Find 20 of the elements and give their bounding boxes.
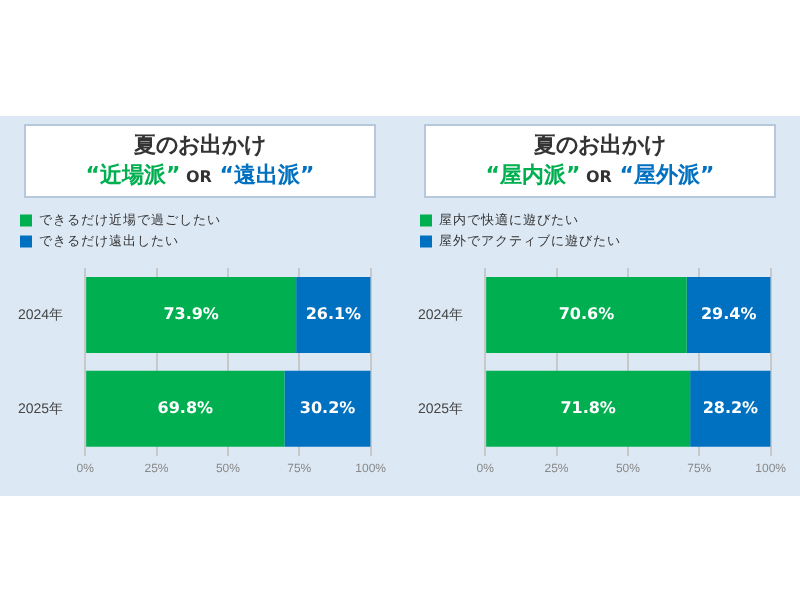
data-label: 70.6% (558, 305, 615, 324)
data-label: 29.4% (700, 305, 757, 324)
data-label: 69.8% (157, 398, 214, 417)
data-label: 30.2% (299, 398, 356, 417)
bar (486, 370, 691, 447)
bar (86, 370, 285, 447)
bar (86, 276, 297, 353)
data-label: 71.8% (560, 398, 616, 417)
bar (296, 276, 371, 353)
data-label: 28.2% (702, 398, 759, 417)
chart-title: 夏のお出かけ (132, 130, 268, 160)
data-label: 26.1% (305, 305, 362, 324)
bar (690, 370, 771, 447)
bar (284, 370, 371, 447)
bar (486, 276, 687, 353)
bar (686, 276, 771, 353)
chart-title: 夏のお出かけ (532, 130, 668, 160)
chart-subtitle: “屋内派” OR “屋外派” (485, 162, 715, 188)
chart-subtitle: “近場派” OR “遠出派” (85, 162, 315, 188)
data-label: 73.9% (163, 305, 219, 324)
